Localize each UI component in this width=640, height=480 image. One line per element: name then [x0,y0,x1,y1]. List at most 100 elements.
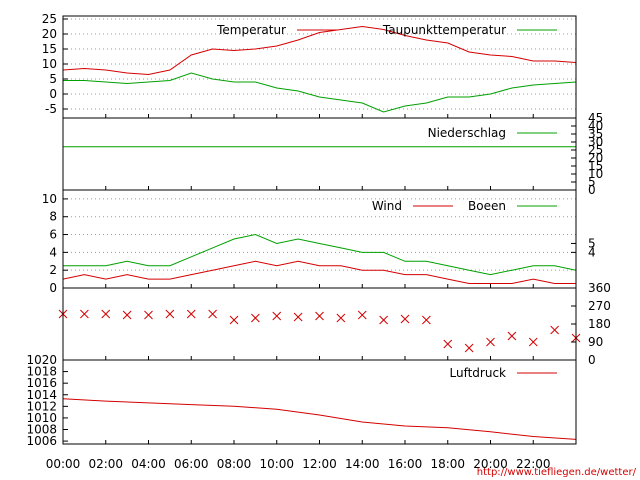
wind-direction-ytick-right: 180 [588,317,611,331]
panel-wind: Wind Boeen [62,189,577,289]
temperature-ytick-left: 10 [42,57,57,71]
x-axis: 00:00 02:00 04:00 06:00 08:00 10:00 12:00 14:00… [46,114,551,471]
wind-direction-point [165,309,175,319]
precipitation-ytick-right: 25 [588,143,603,157]
legend-label-boeen: Boeen [468,199,506,213]
xtick-label: 18:00 [430,457,465,471]
wind-direction-point [251,313,260,323]
wind-direction-point [422,315,431,325]
wind-direction-point [272,311,282,321]
precipitation-ytick-right: 10 [588,167,603,181]
panel-precipitation: Niederschlag [62,117,577,191]
wind-ytick-left: 0 [49,281,57,295]
precipitation-ytick-right: 35 [588,127,603,141]
wind-ytick-right: 4 [588,245,596,259]
temperature-ytick-left: 15 [42,42,57,56]
wind-direction-point [486,337,495,347]
temperature-ytick-left: 0 [49,87,57,101]
xtick-label: 10:00 [259,457,294,471]
wind-ytick-left: 10 [42,192,57,206]
temperature-series-taupunkttemperatur-line [63,72,577,113]
legend-label-taupunkttemperatur: Taupunkttemperatur [382,23,506,37]
xtick-label: 12:00 [302,457,337,471]
pressure-ytick-left: 1016 [26,376,57,390]
xtick-label: 00:00 [46,457,81,471]
xtick-label: 16:00 [388,457,423,471]
wind-series-boeen-line [63,233,577,276]
wind-direction-point [293,312,303,322]
pressure-ytick-left: 1006 [26,434,57,448]
precipitation-ytick-right: 5 [588,175,596,189]
temperature-series-temperatur-line [62,25,577,76]
wind-ytick-left: 6 [49,228,57,242]
temperature-series [62,25,577,113]
wind-series-wind-line [62,260,576,284]
y-axes: 2520151050-54540353025201510501086420543… [26,12,610,448]
precipitation-legend: Niederschlag [428,126,557,140]
xtick-label: 14:00 [345,457,380,471]
legend-label-temperatur: Temperatur [216,23,286,37]
wind-direction-point [550,325,559,335]
pressure-ytick-left: 1010 [26,411,57,425]
xtick-label: 06:00 [174,457,209,471]
temperature-legend: Temperatur Taupunkttemperatur [216,23,557,37]
wind-direction-ytick-right: 360 [588,281,611,295]
precipitation-ytick-right: 20 [588,151,603,165]
wind-direction-point [507,331,517,341]
wind-direction-point [357,310,367,320]
wind-ytick-left: 4 [49,245,57,259]
wind-direction-ytick-right: 270 [588,299,611,313]
xtick-label: 04:00 [131,457,166,471]
pressure-ytick-left: 1020 [26,353,57,367]
temperature-ytick-left: 20 [42,27,57,41]
wind-direction-point [101,309,111,319]
precipitation-ytick-right: 15 [588,159,603,173]
xtick-label: 22:00 [516,457,551,471]
pressure-ytick-left: 1012 [26,399,57,413]
wind-direction-point [186,309,196,319]
xtick-label: 20:00 [473,457,508,471]
wind-direction-point [315,311,324,321]
wind-direction-frame [62,287,577,361]
panel-pressure: Luftdruck [62,359,577,445]
wind-ytick-left: 2 [49,263,57,277]
wind-direction-point [528,337,538,347]
legend-label-luftdruck: Luftdruck [449,366,506,380]
wind-direction-ytick-right: 0 [588,353,596,367]
pressure-ytick-left: 1008 [26,423,57,437]
wind-ytick-right: 5 [588,236,596,250]
wind-direction-series [58,309,581,353]
temperature-ytick-left: 25 [42,12,57,26]
pressure-series [62,398,577,440]
temperature-ytick-left: 5 [49,72,57,86]
panel-temperature: Temperatur Taupunkttemperatur [62,15,577,119]
wind-direction-point [379,315,388,325]
wind-series [62,233,577,284]
xtick-label: 02:00 [88,457,123,471]
legend-label-wind: Wind [372,199,402,213]
legend-label-niederschlag: Niederschlag [428,126,506,140]
wind-direction-point [400,314,410,324]
temperature-ytick-left: -5 [45,102,57,116]
wind-direction-point [464,343,474,353]
precipitation-ytick-right: 45 [588,111,603,125]
pressure-ytick-left: 1018 [26,365,57,379]
precipitation-ytick-right: 0 [588,183,596,197]
wind-direction-point [122,310,132,320]
wind-direction-point [443,339,453,349]
wind-direction-point [229,315,239,325]
source-url: http://www.tiefliegen.de/wetter/ [477,467,637,478]
xtick-label: 08:00 [217,457,252,471]
temperature-grid [63,18,576,110]
wind-direction-ytick-right: 90 [588,335,603,349]
wind-direction-point [80,309,89,319]
precipitation-ytick-right: 40 [588,119,603,133]
pressure-series-luftdruck-line [62,398,577,440]
wind-direction-point [208,309,217,319]
pressure-ytick-left: 1014 [26,388,57,402]
wind-direction-point [144,310,153,320]
precipitation-ytick-right: 30 [588,135,603,149]
wind-direction-point [336,313,346,323]
pressure-legend: Luftdruck [449,366,557,380]
